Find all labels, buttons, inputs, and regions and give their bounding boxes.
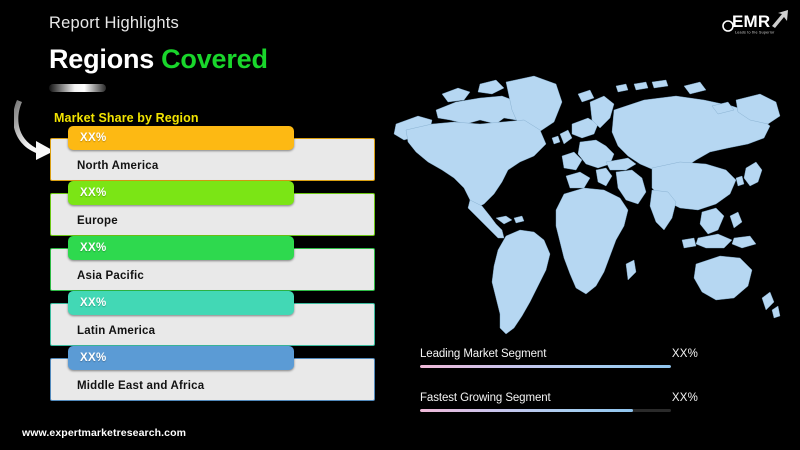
emr-logo-icon[interactable]: EMR Leads to the Superior xyxy=(720,4,792,38)
segment-stats-list: Leading Market Segment XX% Fastest Growi… xyxy=(420,348,698,436)
region-value-pill: XX% xyxy=(68,236,294,260)
segment-progress-fill xyxy=(420,409,634,412)
segment-progress-track xyxy=(420,365,671,368)
region-row-latin-america[interactable]: XX% Latin America xyxy=(0,291,400,346)
region-value-pill: XX% xyxy=(68,181,294,205)
segment-label: Leading Market Segment xyxy=(420,348,547,360)
segment-progress-fill xyxy=(420,365,671,368)
chart-section-label: Market Share by Region xyxy=(54,111,199,125)
region-percent: XX% xyxy=(80,187,107,199)
footer-url[interactable]: www.expertmarketresearch.com xyxy=(22,427,187,439)
segment-row-fastest-growing-segment[interactable]: Fastest Growing Segment XX% xyxy=(420,392,698,436)
region-label: Middle East and Africa xyxy=(77,380,205,392)
segment-value: XX% xyxy=(671,348,698,360)
world-map-icon xyxy=(384,58,800,350)
segment-row-leading-market-segment[interactable]: Leading Market Segment XX% xyxy=(420,348,698,392)
region-row-north-america[interactable]: XX% North America xyxy=(0,126,400,181)
region-percent: XX% xyxy=(80,242,107,254)
region-value-pill: XX% xyxy=(68,346,294,370)
region-row-middle-east-and-africa[interactable]: XX% Middle East and Africa xyxy=(0,346,400,401)
region-label: Europe xyxy=(77,215,118,227)
region-label: North America xyxy=(77,160,159,172)
segment-progress-track xyxy=(420,409,671,412)
region-percent: XX% xyxy=(80,297,107,309)
page-title-accent: Covered xyxy=(161,43,268,74)
region-value-pill: XX% xyxy=(68,291,294,315)
region-percent: XX% xyxy=(80,132,107,144)
svg-text:EMR: EMR xyxy=(732,12,770,31)
region-percent: XX% xyxy=(80,352,107,364)
region-row-europe[interactable]: XX% Europe xyxy=(0,181,400,236)
svg-text:Leads to the Superior: Leads to the Superior xyxy=(735,31,775,35)
region-row-asia-pacific[interactable]: XX% Asia Pacific xyxy=(0,236,400,291)
page-title-main: Regions xyxy=(49,43,155,74)
segment-label: Fastest Growing Segment xyxy=(420,392,551,404)
region-label: Latin America xyxy=(77,325,156,337)
title-underline-divider xyxy=(49,84,106,92)
page-header: Report Highlights Regions Covered xyxy=(49,14,268,75)
page-title: Regions Covered xyxy=(49,44,268,75)
eyebrow-text: Report Highlights xyxy=(49,14,179,32)
curved-arrow-icon xyxy=(13,96,66,162)
region-value-pill: XX% xyxy=(68,126,294,150)
region-label: Asia Pacific xyxy=(77,270,144,282)
region-bar-list: XX% North America XX% Europe XX% Asia Pa… xyxy=(0,126,400,401)
segment-value: XX% xyxy=(671,392,698,404)
